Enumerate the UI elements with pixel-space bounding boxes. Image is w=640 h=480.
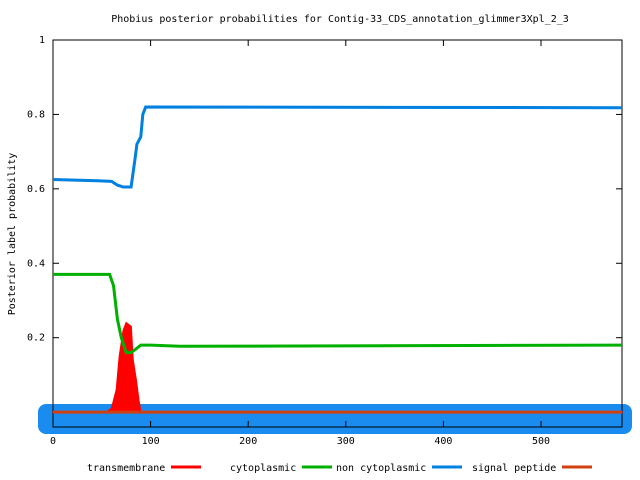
y-tick-label: 0.6: [27, 184, 45, 195]
x-tick-label: 200: [239, 436, 257, 447]
x-tick-label: 100: [142, 436, 160, 447]
x-tick-label: 300: [337, 436, 355, 447]
y-tick-label: 0.2: [27, 333, 45, 344]
line: [53, 272, 623, 355]
x-tick-label: 500: [532, 436, 550, 447]
legend-label: cytoplasmic: [230, 463, 296, 474]
x-tick-label: 0: [50, 436, 56, 447]
y-tick-label: 1: [39, 35, 45, 46]
legend-label: non cytoplasmic: [336, 463, 426, 474]
y-tick-label: 0.4: [27, 258, 45, 269]
line: [52, 105, 623, 189]
plot-frame: [52, 39, 623, 428]
x-tick-label: 400: [434, 436, 452, 447]
y-tick-label: 0.8: [27, 109, 45, 120]
legend-label: signal peptide: [472, 463, 556, 474]
chart-title: Phobius posterior probabilities for Cont…: [111, 14, 569, 25]
y-axis-label: Posterior label probability: [7, 153, 18, 316]
area: [52, 321, 623, 413]
legend-label: transmembrane: [87, 463, 165, 474]
